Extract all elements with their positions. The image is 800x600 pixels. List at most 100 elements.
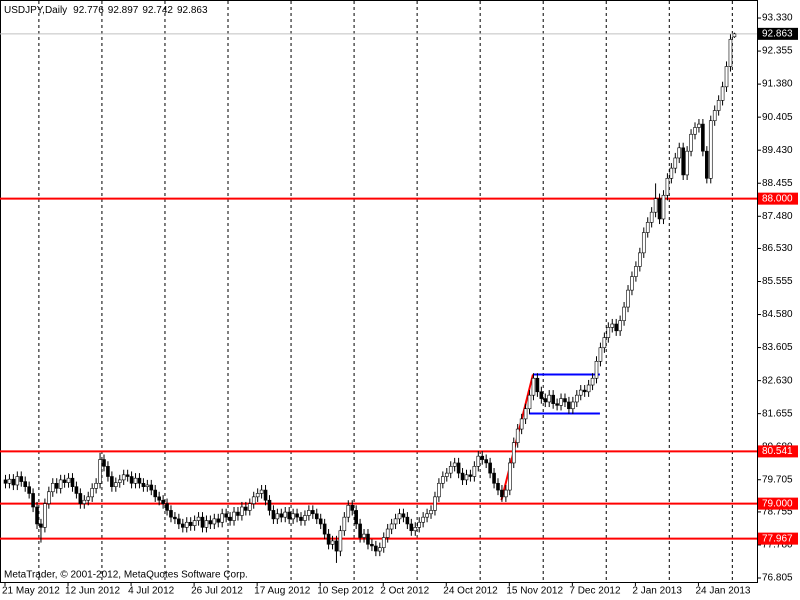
y-tick-label: 82.630 xyxy=(762,375,793,386)
candle-body xyxy=(295,513,299,518)
current-price-box xyxy=(758,27,798,40)
candle-body xyxy=(27,486,31,494)
candle-body xyxy=(594,360,599,379)
candle-body xyxy=(567,401,571,410)
candle-body xyxy=(409,523,414,532)
candle-body xyxy=(358,523,362,538)
candle-body xyxy=(523,408,528,420)
candle-body xyxy=(555,403,559,406)
candle-body xyxy=(7,478,12,484)
candle-body xyxy=(259,489,264,494)
x-tick-label: 2 Jan 2013 xyxy=(632,586,682,597)
candle-body xyxy=(665,178,670,196)
candle-body xyxy=(366,533,370,545)
candle-body xyxy=(429,510,433,515)
candle-body xyxy=(586,384,591,393)
candle-body xyxy=(117,479,122,483)
candle-body xyxy=(539,391,544,399)
candle-body xyxy=(133,477,138,484)
candle-body xyxy=(374,545,378,552)
candle-body xyxy=(598,347,603,362)
candle-body xyxy=(145,484,150,487)
candle-body xyxy=(232,511,236,521)
y-tick-label: 77.780 xyxy=(762,540,793,551)
candle-body xyxy=(527,394,532,410)
watermark: MetaTrader, © 2001-2012, MetaQuotes Soft… xyxy=(4,570,248,581)
candle-body xyxy=(574,394,579,403)
candle-body xyxy=(630,276,634,291)
candle-body xyxy=(381,537,386,548)
candle-body xyxy=(590,377,595,386)
candle-body xyxy=(444,472,449,477)
candle-body xyxy=(472,466,477,477)
candle-body xyxy=(377,547,382,552)
candle-body xyxy=(492,472,496,484)
candle-layer xyxy=(3,32,737,563)
price-label: 77.967 xyxy=(762,533,793,544)
candle-body xyxy=(519,418,524,430)
candle-body xyxy=(338,530,343,552)
candle-body xyxy=(299,516,303,521)
candle-body xyxy=(681,147,685,176)
candle-body xyxy=(515,428,520,443)
candle-body xyxy=(535,377,540,393)
candle-body xyxy=(173,516,177,520)
y-tick-label: 81.655 xyxy=(762,408,793,419)
candle-body xyxy=(267,499,272,511)
candle-body xyxy=(464,474,469,481)
candle-body xyxy=(476,455,481,467)
x-tick-label: 17 Aug 2012 xyxy=(254,586,311,597)
y-tick-label: 79.705 xyxy=(762,474,793,485)
candle-body xyxy=(291,513,295,520)
candle-body xyxy=(31,493,35,508)
candle-body xyxy=(484,459,488,464)
candle-body xyxy=(460,472,465,481)
candle-body xyxy=(448,466,453,474)
candle-body xyxy=(582,389,587,393)
candle-body xyxy=(181,523,185,528)
candle-body xyxy=(362,533,366,538)
candle-body xyxy=(653,198,658,213)
candle-body xyxy=(330,540,335,545)
candle-body xyxy=(496,482,500,491)
candle-body xyxy=(66,477,71,483)
candle-body xyxy=(19,476,24,482)
candle-body xyxy=(240,506,244,516)
candle-body xyxy=(606,327,611,338)
candle-body xyxy=(121,474,126,481)
candle-body xyxy=(425,513,429,518)
candle-body xyxy=(397,513,402,520)
candle-body xyxy=(511,442,516,464)
candle-body xyxy=(271,510,276,520)
header: USDJPY,Daily 92.776 92.897 92.742 92.863 xyxy=(4,5,208,16)
candle-body xyxy=(161,499,165,504)
candle-body xyxy=(244,506,248,511)
candle-body xyxy=(559,398,563,406)
candle-body xyxy=(47,491,51,504)
candle-body xyxy=(94,482,98,489)
candle-body xyxy=(129,476,134,484)
candle-body xyxy=(318,518,323,525)
candle-body xyxy=(488,462,492,474)
candle-body xyxy=(208,520,213,525)
x-tick-label: 7 Dec 2012 xyxy=(569,586,621,597)
candle-body xyxy=(578,389,583,396)
candle-body xyxy=(385,528,390,538)
candle-body xyxy=(563,398,567,403)
candle-body xyxy=(311,510,315,515)
candle-body xyxy=(153,489,158,498)
x-tick-label: 26 Jul 2012 xyxy=(191,586,243,597)
candle-body xyxy=(370,543,374,547)
candle-body xyxy=(622,306,626,321)
candle-body xyxy=(433,496,437,511)
candle-body xyxy=(236,511,240,516)
candle-body xyxy=(437,482,441,498)
candle-body xyxy=(70,477,75,487)
x-tick-label: 10 Sep 2012 xyxy=(317,586,374,597)
candle-body xyxy=(125,474,130,477)
y-tick-label: 89.430 xyxy=(762,145,793,156)
candle-body xyxy=(531,377,536,396)
x-tick-label: 12 Jun 2012 xyxy=(65,586,120,597)
x-tick-label: 4 Jul 2012 xyxy=(128,586,175,597)
candle-body xyxy=(350,505,355,511)
